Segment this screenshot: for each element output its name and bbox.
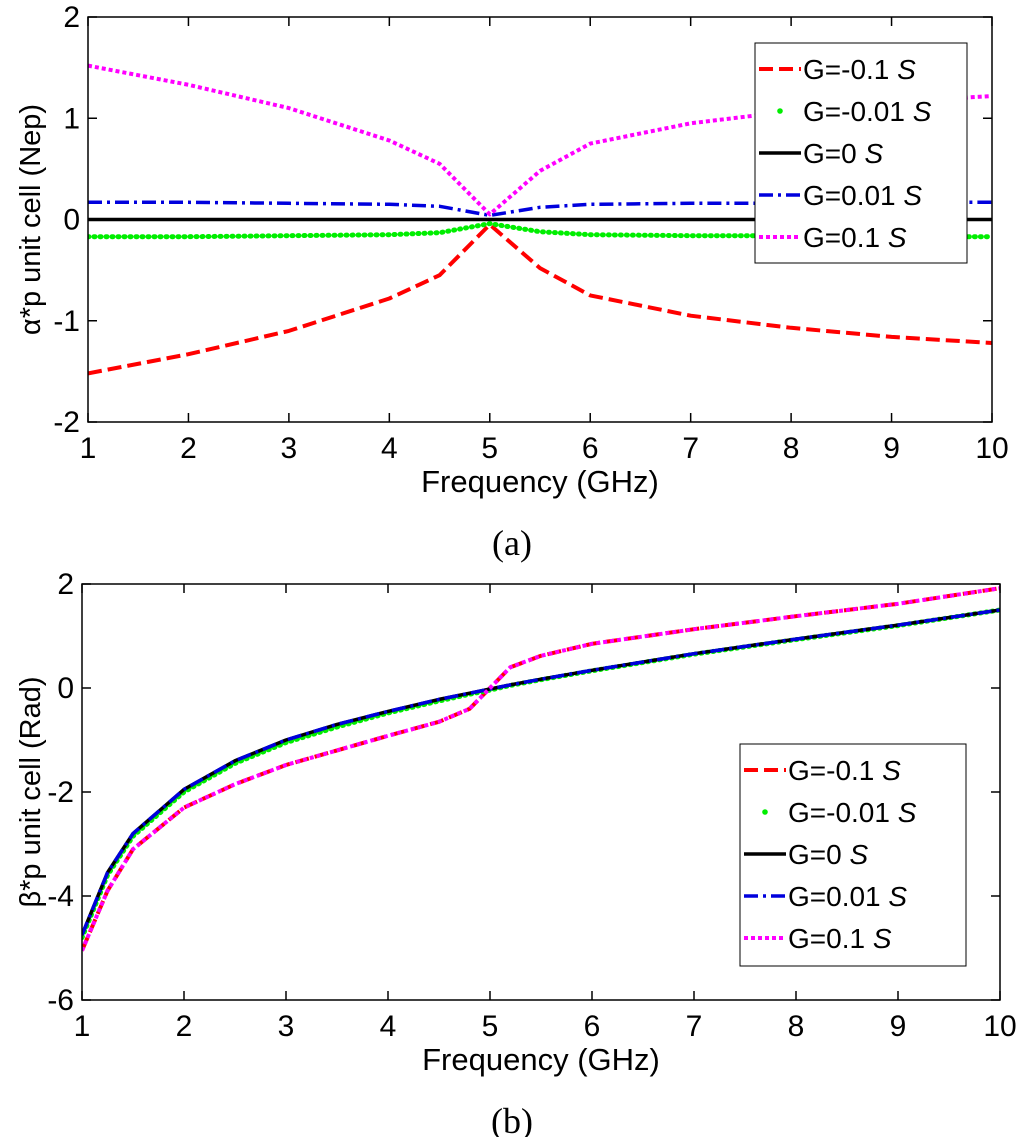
legend-label-2: G=0 S [788, 839, 868, 870]
legend-name: G=-0.1 [788, 755, 882, 786]
legend-name: G=-0.01 [803, 96, 913, 127]
legend-unit: S [882, 755, 901, 786]
legend-label-3: G=0.01 S [803, 180, 922, 211]
legend: G=-0.1 SG=-0.01 SG=0 SG=0.01 SG=0.1 S [754, 42, 968, 264]
legend-unit: S [888, 222, 907, 253]
chart-panel-a: 1 2 3 4 5 6 7 8 9 10 -2 -1 0 1 2 Frequency (GHz) α*p uni… [15, 1, 1009, 563]
legend-name: G=0.1 [803, 222, 888, 253]
y-tick-label: -6 [47, 984, 74, 1017]
x-tick-label: 3 [278, 1010, 295, 1043]
legend-unit: S [888, 881, 907, 912]
legend-name: G=-0.1 [803, 54, 897, 85]
legend-label-1: G=-0.01 S [803, 96, 932, 127]
legend-name: G=0.01 [803, 180, 903, 211]
x-tick-label: 5 [482, 1010, 499, 1043]
y-axis-label: α*p unit cell (Nep) [15, 104, 47, 335]
legend-swatch-1 [762, 809, 768, 815]
x-axis-label: Frequency (GHz) [422, 1042, 660, 1077]
y-tick-label: -1 [53, 305, 80, 338]
legend-label-4: G=0.1 S [803, 222, 907, 253]
y-axis-label: β*p unit cell (Rad) [15, 676, 47, 907]
legend-name: G=0 [803, 138, 864, 169]
legend-swatch-1 [777, 108, 783, 114]
legend-label-0: G=-0.1 S [788, 755, 901, 786]
legend-name: G=0 [788, 839, 849, 870]
panel-caption: (b) [491, 1101, 533, 1137]
series-group [82, 586, 1000, 952]
y-tick-label: -2 [47, 776, 74, 809]
series-line-3 [82, 608, 1000, 936]
legend-unit: S [897, 54, 916, 85]
legend-label-4: G=0.1 S [788, 923, 892, 954]
y-tick-label: 0 [57, 672, 74, 705]
legend-label-0: G=-0.1 S [803, 54, 916, 85]
x-tick-label: 1 [80, 432, 97, 465]
x-tick-label: 5 [481, 432, 498, 465]
x-tick-label: 7 [686, 1010, 703, 1043]
panel-caption: (a) [492, 523, 532, 563]
legend: G=-0.1 SG=-0.01 SG=0 SG=0.01 SG=0.1 S [739, 743, 967, 967]
legend-name: G=0.1 [788, 923, 873, 954]
y-tick-label: -4 [47, 880, 74, 913]
y-tick-label: -2 [53, 406, 80, 439]
y-tick-label: 2 [57, 568, 74, 601]
x-axis-label: Frequency (GHz) [421, 464, 659, 499]
y-tick-label: 2 [63, 1, 80, 34]
legend-label-2: G=0 S [803, 138, 883, 169]
legend-name: G=0.01 [788, 881, 888, 912]
x-tick-label: 9 [883, 432, 900, 465]
x-tick-label: 9 [890, 1010, 907, 1043]
x-tick-label: 4 [381, 432, 398, 465]
x-tick-label: 4 [380, 1010, 397, 1043]
y-tick-label: 0 [63, 204, 80, 237]
chart-panel-b: 1 2 3 4 5 6 7 8 9 10 -6 -4 -2 0 2 Frequency (GHz) β*p un… [15, 568, 1017, 1137]
legend-name: G=-0.01 [788, 797, 898, 828]
x-tick-label: 8 [783, 432, 800, 465]
x-tick-label: 8 [788, 1010, 805, 1043]
x-tick-label: 3 [281, 432, 298, 465]
x-tick-label: 6 [582, 432, 599, 465]
legend-unit: S [849, 839, 868, 870]
legend-unit: S [864, 138, 883, 169]
legend-unit: S [873, 923, 892, 954]
legend-label-3: G=0.01 S [788, 881, 907, 912]
x-tick-label: 1 [74, 1010, 91, 1043]
x-tick-label: 7 [682, 432, 699, 465]
legend-unit: S [903, 180, 922, 211]
x-tick-label: 6 [584, 1010, 601, 1043]
x-tick-label: 10 [983, 1010, 1016, 1043]
legend-unit: S [913, 96, 932, 127]
legend-label-1: G=-0.01 S [788, 797, 917, 828]
x-tick-label: 10 [975, 432, 1008, 465]
series-line-4 [88, 63, 992, 217]
x-tick-label: 2 [180, 432, 197, 465]
series-line-4 [82, 586, 1000, 952]
series-line-0 [88, 222, 992, 376]
x-tick-label: 2 [176, 1010, 193, 1043]
legend-unit: S [898, 797, 917, 828]
y-tick-label: 1 [63, 102, 80, 135]
